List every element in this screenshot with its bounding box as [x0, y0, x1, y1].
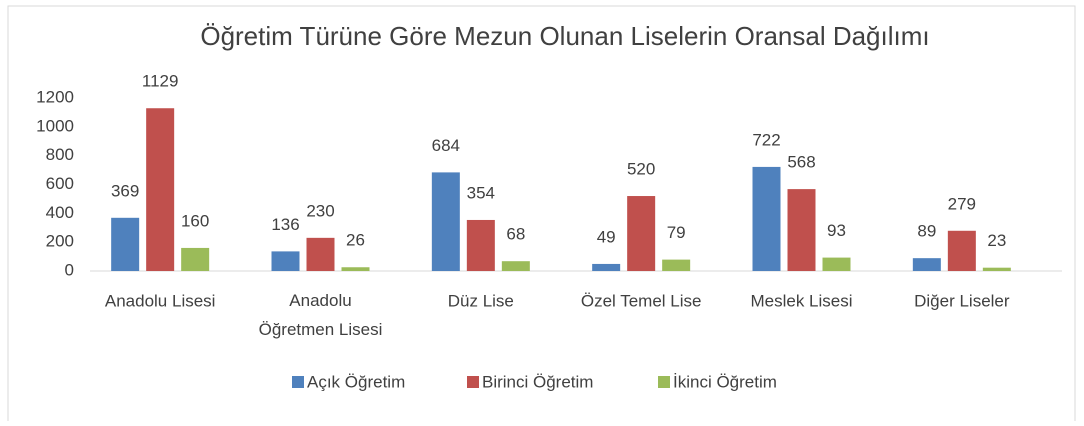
- x-tick-label: Anadolu Lisesi: [105, 291, 216, 310]
- bar: [982, 267, 1011, 271]
- data-label: 520: [627, 160, 655, 179]
- legend-label: İkinci Öğretim: [673, 372, 777, 391]
- x-tick-label: Meslek Lisesi: [750, 291, 852, 310]
- data-label: 354: [467, 183, 495, 202]
- data-label: 722: [752, 130, 780, 149]
- data-label: 160: [181, 211, 209, 230]
- x-tick-label: Özel Temel Lise: [581, 291, 702, 310]
- y-tick-label: 800: [46, 145, 74, 164]
- bar: [306, 237, 335, 271]
- data-label: 568: [787, 153, 815, 172]
- data-label: 93: [827, 221, 846, 240]
- x-tick-label: Anadolu Öğretmen Lisesi: [259, 291, 383, 339]
- y-tick-label: 200: [46, 232, 74, 251]
- x-tick-label: Diğer Liseler: [914, 291, 1010, 310]
- legend-swatch: [292, 376, 304, 388]
- data-label: 1129: [142, 72, 179, 91]
- bar: [787, 189, 816, 271]
- data-label: 68: [506, 225, 525, 244]
- y-tick-label: 1200: [36, 87, 74, 106]
- x-tick-label: Düz Lise: [448, 291, 514, 310]
- bar: [627, 196, 656, 271]
- chart-title: Öğretim Türüne Göre Mezun Olunan Liseler…: [200, 21, 929, 51]
- data-label: 49: [597, 227, 616, 246]
- bar: [431, 172, 460, 271]
- data-label: 26: [346, 231, 365, 250]
- bar: [271, 251, 300, 271]
- bar: [662, 259, 691, 271]
- legend-label: Açık Öğretim: [307, 372, 405, 391]
- y-tick-label: 0: [65, 260, 74, 279]
- bar: [466, 219, 495, 271]
- bar: [822, 257, 851, 271]
- y-tick-label: 600: [46, 174, 74, 193]
- data-label: 89: [917, 222, 936, 241]
- data-label: 684: [432, 136, 460, 155]
- y-tick-label: 1000: [36, 116, 74, 135]
- bar: [947, 230, 976, 271]
- legend-swatch: [658, 376, 670, 388]
- bar: [912, 258, 941, 271]
- data-label: 79: [667, 223, 686, 242]
- legend-swatch: [467, 376, 479, 388]
- bar: [501, 261, 530, 271]
- bar: [181, 247, 210, 271]
- bar: [146, 108, 175, 271]
- bar: [592, 263, 621, 271]
- bar: [341, 267, 370, 271]
- data-label: 136: [271, 215, 299, 234]
- bar: [752, 166, 781, 271]
- data-label: 279: [948, 194, 976, 213]
- data-label: 369: [111, 181, 139, 200]
- y-tick-label: 400: [46, 203, 74, 222]
- legend-label: Birinci Öğretim: [482, 372, 593, 391]
- data-label: 230: [306, 201, 334, 220]
- chart-border: [7, 5, 1076, 421]
- data-label: 23: [987, 231, 1006, 250]
- bar: [111, 217, 140, 271]
